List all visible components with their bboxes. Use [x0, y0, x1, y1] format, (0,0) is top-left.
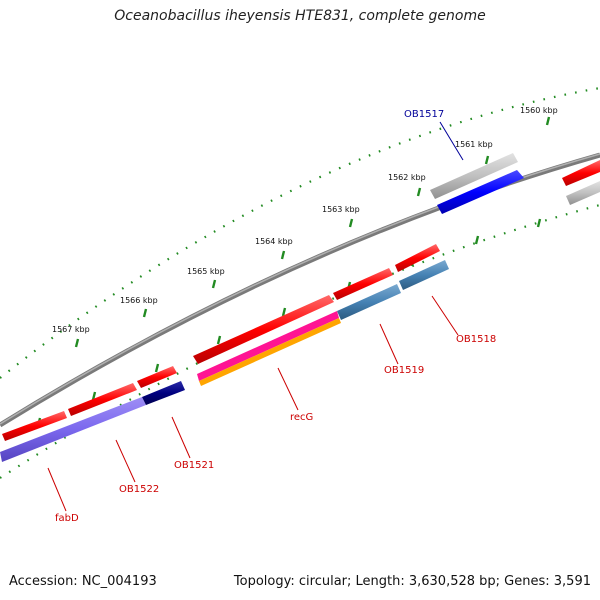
gene-labels: OB1517 OB1518 OB1519 recG OB1521 OB1522 fabD	[55, 109, 496, 524]
cds-arrow[interactable]	[395, 244, 440, 272]
cog-track	[0, 153, 600, 462]
major-tick	[280, 250, 286, 260]
cog-block[interactable]	[199, 318, 341, 386]
major-tick	[142, 308, 148, 318]
major-ticks	[36, 116, 551, 427]
tick-label: 1562 kbp	[388, 173, 426, 182]
cds-arrow[interactable]	[2, 411, 67, 441]
major-tick	[216, 335, 222, 345]
tick-label: 1563 kbp	[322, 205, 360, 214]
cog-block[interactable]	[566, 181, 600, 205]
tick-label: 1561 kbp	[455, 140, 493, 149]
cds-arrow[interactable]	[68, 383, 137, 416]
tick-label: 1567 kbp	[52, 325, 90, 334]
cog-block[interactable]	[142, 381, 185, 405]
major-tick	[474, 235, 480, 245]
major-tick	[536, 218, 542, 228]
cog-block[interactable]	[430, 153, 518, 199]
gene-label-recG[interactable]: recG	[290, 412, 313, 423]
gene-callouts	[47, 121, 464, 512]
gene-label-OB1518[interactable]: OB1518	[456, 334, 496, 345]
cog-block[interactable]	[337, 284, 401, 320]
gene-label-OB1522[interactable]: OB1522	[119, 484, 159, 495]
topology-label: Topology: circular; Length: 3,630,528 bp…	[233, 574, 591, 589]
tick-label: 1560 kbp	[520, 106, 558, 115]
tick-label: 1566 kbp	[120, 296, 158, 305]
ruler-outer	[0, 86, 600, 379]
major-tick	[281, 307, 287, 317]
tick-label: 1565 kbp	[187, 267, 225, 276]
cds-arrow[interactable]	[333, 268, 393, 300]
genome-backbone	[0, 152, 600, 428]
forward-cds-track	[2, 160, 600, 441]
major-tick	[416, 187, 422, 197]
major-tick	[211, 279, 217, 289]
major-tick	[484, 155, 490, 165]
major-tick	[545, 116, 551, 126]
cds-arrow[interactable]	[137, 366, 177, 388]
major-tick	[348, 218, 354, 228]
cds-arrow[interactable]	[193, 295, 334, 364]
ruler-inner	[0, 203, 600, 479]
map-title: Oceanobacillus iheyensis HTE831, complet…	[114, 8, 486, 24]
major-tick	[74, 338, 80, 348]
major-tick	[91, 391, 97, 401]
tick-labels: 1560 kbp 1561 kbp 1562 kbp 1563 kbp 1564 kbp…	[52, 106, 558, 334]
gene-label-fabD[interactable]: fabD	[55, 513, 79, 524]
cog-block[interactable]	[437, 170, 524, 214]
cds-arrow[interactable]	[562, 160, 600, 186]
gene-label-OB1519[interactable]: OB1519	[384, 365, 424, 376]
gene-label-OB1521[interactable]: OB1521	[174, 460, 214, 471]
cog-block[interactable]	[399, 260, 449, 290]
cog-block[interactable]	[0, 397, 146, 462]
major-tick	[154, 363, 160, 373]
accession-label: Accession: NC_004193	[9, 574, 157, 589]
tick-label: 1564 kbp	[255, 237, 293, 246]
gene-label-OB1517[interactable]: OB1517	[404, 109, 444, 120]
cog-block[interactable]	[197, 311, 339, 381]
